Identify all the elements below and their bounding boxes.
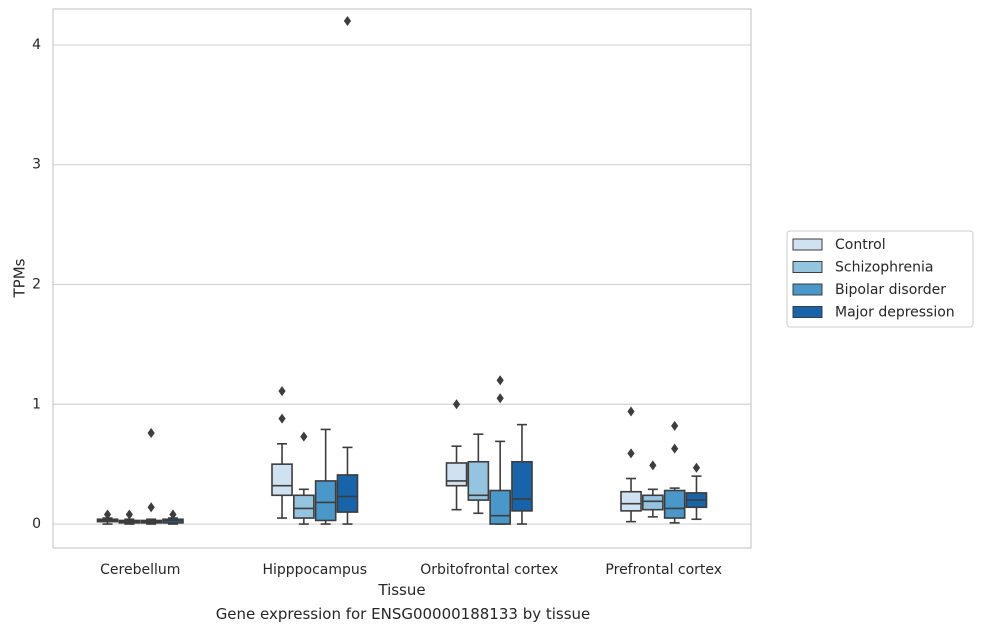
legend-label: Major depression [835,305,955,321]
legend-swatch [792,283,823,296]
box-iqr [663,489,686,519]
plot-area-frame [52,8,752,549]
outlier-point [343,15,352,26]
outlier-point [452,399,461,410]
box-iqr [336,474,359,513]
box-major-depression [162,509,184,525]
outlier-point [627,448,635,459]
outlier-point [278,386,286,397]
x-tick-labels: Cerebellum Hipppocampus Orbitofrontal cort… [100,562,722,578]
box-control [96,509,119,525]
box-major-depression [685,462,708,521]
box-bipolar-disorder [663,420,686,524]
box-bipolar-disorder [140,428,162,525]
box-schizophrenia [467,433,490,515]
legend-swatch [792,238,823,251]
x-axis-label: Tissue [377,581,425,599]
outlier-point [125,509,133,520]
box-control [620,406,642,523]
outlier-point [300,431,308,442]
outlier-point [103,509,112,520]
outlier-point [671,443,679,454]
box-iqr [445,462,468,487]
y-tick-label: 4 [32,37,41,53]
box-iqr [293,494,315,519]
outlier-point [147,502,155,513]
legend: Control Schizophrenia Bipolar disorder Majo… [786,230,974,328]
y-tick-label: 3 [32,157,41,173]
box-iqr [511,460,533,512]
y-tick-labels: 0 1 2 3 4 [32,37,41,532]
boxes [96,15,708,525]
legend-swatch [792,261,823,273]
x-tick-label: Hipppocampus [262,562,367,578]
box-bipolar-disorder [489,375,511,525]
box-iqr [620,490,642,512]
box-major-depression [511,423,533,525]
box-iqr [489,489,511,525]
box-schizophrenia [293,431,315,525]
box-schizophrenia [642,460,664,518]
outlier-point [496,393,504,404]
x-tick-label: Orbitofrontal cortex [420,562,558,578]
legend-label: Bipolar disorder [835,282,946,298]
box-control [445,399,468,511]
box-iqr [314,480,337,522]
x-tick-label: Prefrontal cortex [605,562,722,578]
y-tick-label: 2 [32,276,41,292]
y-axis-label: TPMs [11,258,29,298]
y-tick-label: 0 [32,516,41,532]
x-tick-label: Cerebellum [100,562,180,578]
box-major-depression [336,15,359,525]
gridlines [53,44,751,525]
box-iqr [642,494,664,511]
figure-caption: Gene expression for ENSG00000188133 by t… [215,605,591,623]
legend-frame [786,230,974,328]
outlier-point [278,413,286,424]
legend-label: Control [835,237,886,253]
box-iqr [467,460,490,501]
box-schizophrenia [118,509,141,525]
box-bipolar-disorder [314,428,337,525]
box-iqr [271,463,293,497]
outlier-point [627,406,635,417]
legend-label: Schizophrenia [835,260,933,276]
outlier-point [692,462,701,473]
y-tick-label: 1 [32,396,41,412]
box-control [271,386,293,519]
outlier-point [649,460,657,471]
outlier-point [671,420,679,431]
outlier-point [496,375,504,386]
legend-swatch [792,306,823,318]
outlier-point [147,428,155,439]
outlier-point [169,509,177,520]
